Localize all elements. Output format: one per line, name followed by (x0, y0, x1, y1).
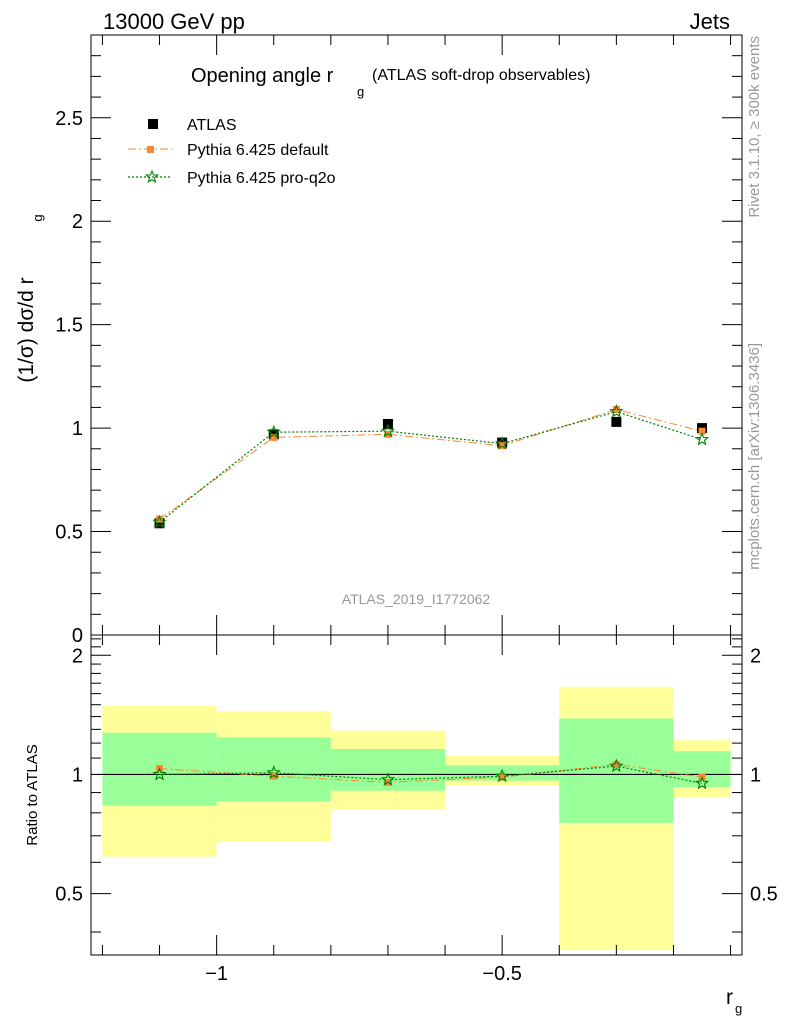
pro-q2o-point (609, 404, 624, 418)
legend-entry-default: Pythia 6.425 default (128, 142, 329, 159)
main-series-layer (152, 404, 710, 529)
ratio-y-axis-label: Ratio to ATLAS (24, 744, 41, 845)
legend-marker-pro-q2o (144, 169, 160, 184)
legend-label-pro-q2o: Pythia 6.425 pro-q2o (187, 170, 336, 187)
series-line-pro-q2o (159, 410, 703, 523)
ratio-point-pro-q2o (495, 768, 510, 783)
category-label: Jets (690, 9, 730, 34)
ratio-point-pro-q2o (694, 775, 710, 790)
x-axis-label: r (726, 986, 733, 1009)
ratio-point-pro-q2o (152, 766, 167, 781)
x-tick-label: −1 (205, 963, 228, 985)
pro-q2o-point (152, 514, 167, 529)
pro-q2o-point (266, 424, 281, 439)
legend-label-atlas: ATLAS (187, 117, 237, 134)
series-line-default (159, 408, 703, 520)
legend-entry-pro-q2o: Pythia 6.425 pro-q2o (128, 169, 336, 187)
ratio-series-layer (152, 758, 710, 790)
plot-title-subscript: g (357, 84, 364, 99)
ratio-bands (91, 686, 742, 951)
ratio-point-default (498, 773, 506, 781)
y-axis-label: (1/σ) dσ/d r (15, 277, 38, 382)
default-point (612, 405, 620, 413)
atlas-point (611, 416, 622, 427)
ratio-point-default (270, 772, 278, 780)
default-point (156, 515, 164, 523)
ratio-frame (90, 634, 743, 956)
legend-marker-atlas (148, 119, 158, 129)
ratio-band-green (216, 737, 331, 802)
legend-entry-atlas: ATLAS (148, 117, 237, 134)
main-axes: 0 0.5 1 1.5 2 2.5 (55, 35, 742, 647)
legend: ATLAS Pythia 6.425 default Pythia 6.425 … (128, 117, 336, 187)
ratio-tick-label-right: 1 (750, 764, 761, 786)
atlas-point (154, 518, 165, 529)
ratio-tick-label-right: 2 (750, 645, 761, 667)
pro-q2o-point (380, 423, 396, 438)
legend-label-default: Pythia 6.425 default (187, 142, 329, 159)
ratio-point-pro-q2o (609, 758, 624, 773)
y-tick-label: 0 (72, 625, 83, 647)
rivet-label: Rivet 3.1.10, ≥ 300k events (746, 36, 763, 218)
plot-title: Opening angle r (191, 65, 334, 87)
x-tick-label: −0.5 (482, 963, 521, 985)
legend-marker-default (147, 146, 154, 153)
ratio-point-pro-q2o (266, 765, 281, 779)
y-tick-label: 0.5 (55, 522, 83, 544)
y-axis-title: (1/σ) dσ/d r g (15, 214, 45, 382)
ratio-tick-label-left: 0.5 (55, 884, 83, 906)
default-point (270, 433, 278, 441)
ratio-tick-label-left: 1 (72, 764, 83, 786)
y-tick-label: 2 (72, 211, 83, 233)
mcplots-label: mcplots.cern.ch [arXiv:1306.3436] (746, 343, 763, 570)
ratio-axes: −1 −0.5 0.5 0.5 1 1 2 2 (55, 635, 778, 985)
y-tick-label: 1 (72, 418, 83, 440)
ratio-line-pro-q2o (159, 765, 703, 784)
ratio-band-green (445, 765, 560, 781)
pro-q2o-point (495, 436, 510, 450)
plot-title-extra: (ATLAS soft-drop observables) (372, 67, 590, 84)
pro-q2o-point (694, 431, 710, 446)
ratio-band-green (673, 751, 731, 787)
ratio-point-pro-q2o (380, 772, 396, 786)
default-point (698, 427, 706, 435)
y-tick-label: 1.5 (55, 315, 83, 337)
ratio-panel: −1 −0.5 0.5 0.5 1 1 2 2 Ratio to ATLAS (24, 634, 778, 985)
x-axis-label-subscript: g (735, 1001, 742, 1016)
ratio-point-default (612, 760, 620, 768)
ratio-tick-label-right: 0.5 (750, 884, 778, 906)
main-panel: 0 0.5 1 1.5 2 2.5 Opening angle r g (ATLAS so… (15, 34, 743, 647)
ratio-band-green (559, 718, 674, 823)
collision-label: 13000 GeV pp (103, 9, 245, 34)
y-axis-label-subscript: g (30, 214, 45, 221)
analysis-watermark: ATLAS_2019_I1772062 (342, 591, 491, 607)
ratio-tick-label-left: 2 (72, 645, 83, 667)
y-tick-label: 2.5 (55, 108, 83, 130)
